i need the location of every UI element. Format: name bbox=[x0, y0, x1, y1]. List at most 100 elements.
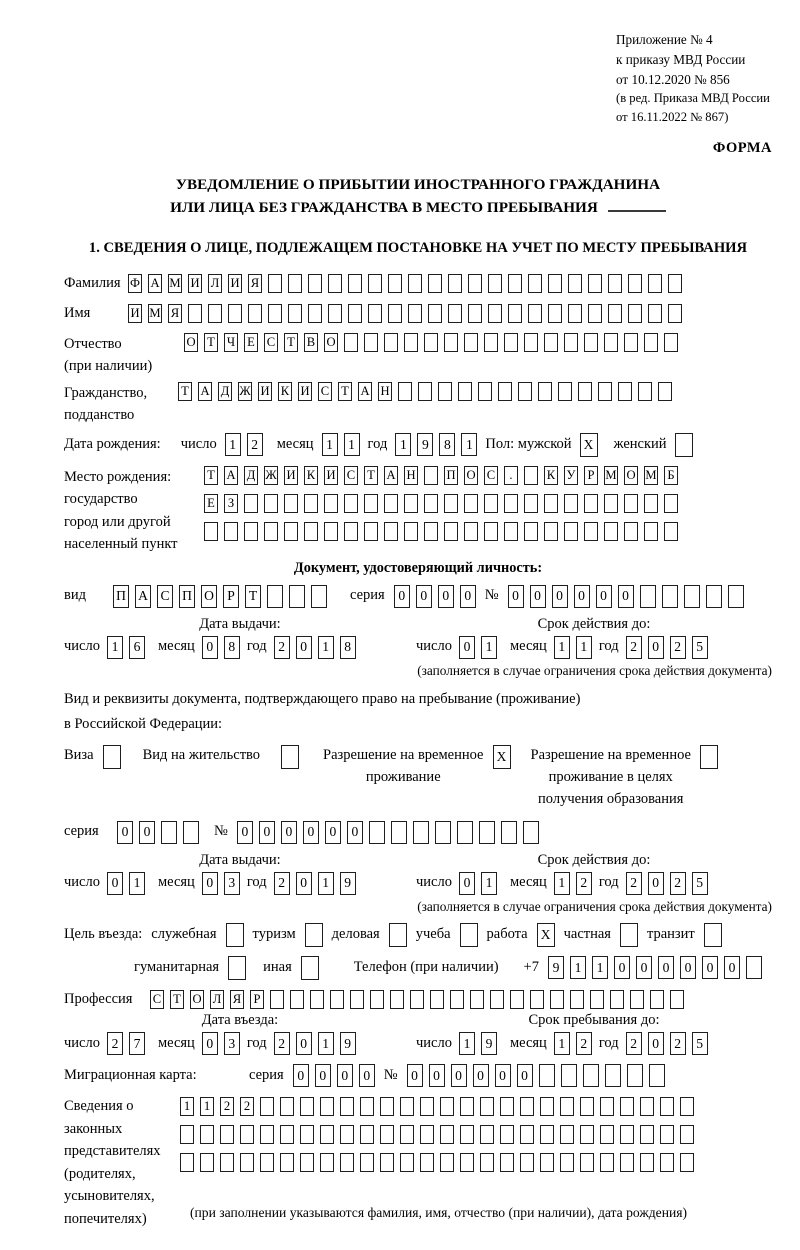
char-cell[interactable]: К bbox=[278, 381, 292, 401]
char-cell[interactable] bbox=[588, 274, 602, 294]
char-cell[interactable] bbox=[624, 332, 638, 352]
char-cell[interactable] bbox=[524, 332, 538, 352]
char-cell[interactable]: Л bbox=[208, 274, 222, 294]
char-cell[interactable]: С bbox=[264, 332, 278, 352]
char-cell[interactable]: 2 bbox=[669, 1032, 686, 1056]
char-cell[interactable] bbox=[228, 304, 242, 324]
char-cell[interactable] bbox=[304, 493, 318, 513]
char-cell[interactable] bbox=[604, 332, 618, 352]
char-cell[interactable]: Т bbox=[178, 381, 192, 401]
char-cell[interactable] bbox=[624, 521, 638, 541]
char-cell[interactable]: С bbox=[344, 465, 358, 485]
char-cell[interactable]: 2 bbox=[106, 1032, 123, 1056]
sex-male-checkbox[interactable]: X bbox=[579, 432, 598, 457]
char-cell[interactable] bbox=[420, 1097, 434, 1117]
char-cell[interactable]: И bbox=[258, 381, 272, 401]
char-cell[interactable] bbox=[308, 304, 322, 324]
char-cell[interactable]: 9 bbox=[339, 1032, 356, 1056]
purpose-official-checkbox[interactable] bbox=[225, 922, 244, 947]
char-cell[interactable] bbox=[500, 1125, 514, 1145]
char-cell[interactable] bbox=[504, 521, 518, 541]
char-cell[interactable] bbox=[288, 304, 302, 324]
char-cell[interactable]: 1 bbox=[343, 433, 360, 457]
char-cell[interactable] bbox=[380, 1125, 394, 1145]
char-cell[interactable]: 0 bbox=[459, 584, 476, 608]
char-cell[interactable] bbox=[183, 820, 199, 844]
char-cell[interactable] bbox=[600, 1097, 614, 1117]
char-cell[interactable] bbox=[364, 521, 378, 541]
char-cell[interactable] bbox=[260, 1097, 274, 1117]
char-cell[interactable]: 0 bbox=[647, 871, 664, 895]
char-cell[interactable] bbox=[524, 521, 538, 541]
char-cell[interactable] bbox=[544, 521, 558, 541]
char-cell[interactable]: 1 bbox=[553, 871, 570, 895]
char-cell[interactable] bbox=[648, 1064, 665, 1088]
char-cell[interactable]: 0 bbox=[280, 820, 297, 844]
char-cell[interactable] bbox=[668, 274, 682, 294]
char-cell[interactable]: 9 bbox=[339, 871, 356, 895]
char-cell[interactable] bbox=[620, 1097, 634, 1117]
char-cell[interactable] bbox=[364, 332, 378, 352]
char-cell[interactable]: О bbox=[464, 465, 478, 485]
char-cell[interactable] bbox=[524, 493, 538, 513]
char-cell[interactable] bbox=[582, 1064, 599, 1088]
char-cell[interactable] bbox=[344, 493, 358, 513]
char-cell[interactable]: О bbox=[624, 465, 638, 485]
char-cell[interactable] bbox=[434, 820, 451, 844]
char-cell[interactable] bbox=[289, 584, 305, 608]
char-cell[interactable] bbox=[424, 493, 438, 513]
char-cell[interactable]: Е bbox=[204, 493, 218, 513]
char-cell[interactable]: А bbox=[384, 465, 398, 485]
char-cell[interactable]: Ч bbox=[224, 332, 238, 352]
char-cell[interactable] bbox=[280, 1097, 294, 1117]
char-cell[interactable] bbox=[540, 1125, 554, 1145]
char-cell[interactable]: 0 bbox=[529, 584, 546, 608]
char-cell[interactable] bbox=[660, 1125, 674, 1145]
char-cell[interactable]: 2 bbox=[240, 1097, 254, 1117]
char-cell[interactable] bbox=[660, 1097, 674, 1117]
char-cell[interactable]: 9 bbox=[547, 956, 564, 980]
char-cell[interactable]: 2 bbox=[575, 871, 592, 895]
char-cell[interactable] bbox=[644, 332, 658, 352]
char-cell[interactable]: 0 bbox=[723, 956, 740, 980]
char-cell[interactable] bbox=[484, 521, 498, 541]
char-cell[interactable]: 0 bbox=[450, 1064, 467, 1088]
char-cell[interactable] bbox=[188, 304, 202, 324]
char-cell[interactable]: С bbox=[157, 584, 173, 608]
char-cell[interactable] bbox=[626, 1064, 643, 1088]
char-cell[interactable]: 2 bbox=[273, 871, 290, 895]
char-cell[interactable]: 6 bbox=[128, 635, 145, 659]
visa-checkbox[interactable] bbox=[102, 745, 121, 770]
char-cell[interactable]: Е bbox=[244, 332, 258, 352]
char-cell[interactable]: М bbox=[148, 304, 162, 324]
char-cell[interactable]: М bbox=[644, 465, 658, 485]
char-cell[interactable] bbox=[444, 521, 458, 541]
char-cell[interactable]: Я bbox=[230, 989, 244, 1009]
char-cell[interactable] bbox=[568, 304, 582, 324]
char-cell[interactable] bbox=[444, 332, 458, 352]
char-cell[interactable]: Т bbox=[284, 332, 298, 352]
char-cell[interactable] bbox=[464, 521, 478, 541]
char-cell[interactable] bbox=[224, 521, 238, 541]
char-cell[interactable] bbox=[448, 274, 462, 294]
char-cell[interactable]: 0 bbox=[295, 1032, 312, 1056]
char-cell[interactable] bbox=[384, 332, 398, 352]
char-cell[interactable]: 0 bbox=[258, 820, 275, 844]
char-cell[interactable]: 0 bbox=[201, 635, 218, 659]
char-cell[interactable] bbox=[598, 381, 612, 401]
char-cell[interactable]: 0 bbox=[393, 584, 410, 608]
char-cell[interactable] bbox=[408, 304, 422, 324]
char-cell[interactable]: 0 bbox=[295, 635, 312, 659]
char-cell[interactable] bbox=[500, 820, 517, 844]
char-cell[interactable] bbox=[260, 1125, 274, 1145]
char-cell[interactable] bbox=[420, 1125, 434, 1145]
char-cell[interactable] bbox=[304, 521, 318, 541]
char-cell[interactable] bbox=[504, 332, 518, 352]
char-cell[interactable] bbox=[600, 1125, 614, 1145]
char-cell[interactable] bbox=[664, 521, 678, 541]
char-cell[interactable] bbox=[558, 381, 572, 401]
char-cell[interactable]: 0 bbox=[613, 956, 630, 980]
char-cell[interactable] bbox=[368, 274, 382, 294]
char-cell[interactable]: Т bbox=[338, 381, 352, 401]
char-cell[interactable] bbox=[518, 381, 532, 401]
